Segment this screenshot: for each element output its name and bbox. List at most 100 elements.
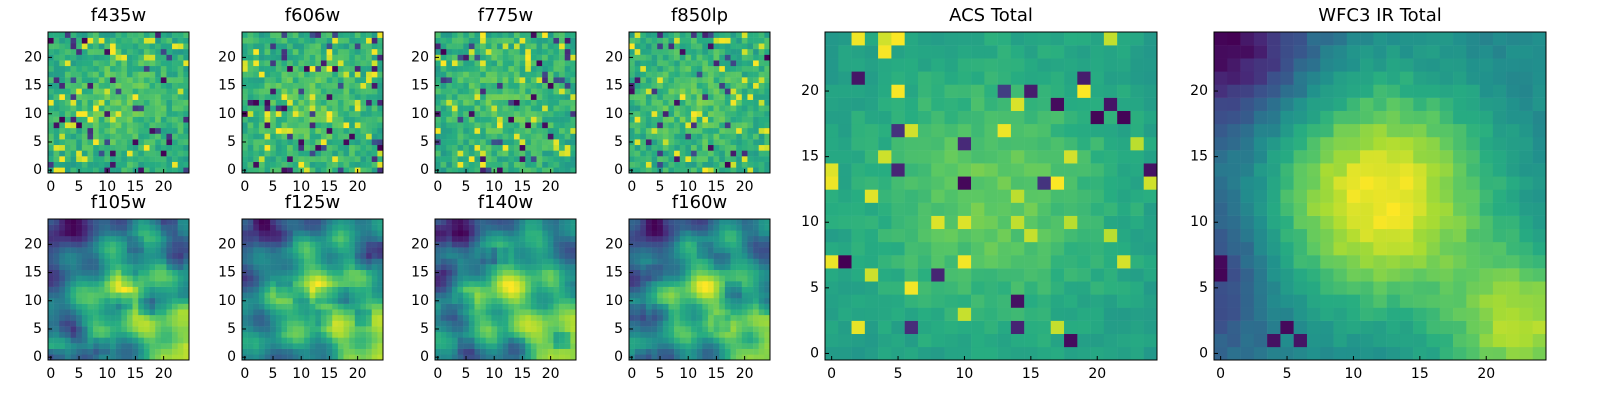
heatmap-cell — [702, 348, 709, 355]
heatmap-cell — [172, 331, 178, 338]
heatmap-cell — [629, 105, 635, 112]
heatmap-cell — [258, 309, 265, 316]
heatmap-cell — [121, 133, 128, 140]
heatmap-cell — [315, 331, 322, 338]
heatmap-cell — [564, 354, 571, 361]
heatmap-cell — [530, 281, 537, 287]
heatmap-cell — [559, 150, 565, 157]
heatmap-cell — [287, 110, 294, 117]
heatmap-cell — [497, 60, 503, 67]
heatmap-cell — [629, 275, 635, 282]
heatmap-cell — [564, 224, 571, 231]
heatmap-cell — [166, 224, 173, 231]
heatmap-cell — [281, 127, 288, 134]
heatmap-cell — [474, 94, 481, 100]
heatmap-cell — [502, 77, 509, 84]
heatmap-cell — [121, 331, 128, 338]
heatmap-cell — [497, 320, 503, 327]
heatmap-cell — [104, 116, 111, 123]
heatmap-cell — [640, 139, 647, 146]
heatmap-cell — [485, 150, 492, 157]
heatmap-cell — [530, 65, 537, 72]
heatmap-cell — [764, 99, 771, 106]
heatmap-cell — [691, 348, 697, 355]
heatmap-cell — [480, 326, 487, 333]
heatmap-cell — [491, 43, 498, 50]
heatmap-cell — [513, 37, 520, 44]
heatmap-cell — [326, 264, 333, 271]
heatmap-cell — [343, 343, 350, 349]
heatmap-cell — [570, 32, 577, 38]
heatmap-cell — [491, 309, 498, 316]
heatmap-cell — [497, 292, 503, 299]
heatmap-cell — [76, 54, 83, 61]
heatmap-cell — [547, 303, 554, 310]
heatmap-cell — [564, 269, 571, 276]
heatmap-cell — [149, 297, 156, 304]
heatmap-cell — [657, 309, 664, 316]
heatmap-cell — [81, 88, 88, 95]
heatmap-cell — [76, 343, 83, 349]
heatmap-cell — [104, 88, 111, 95]
heatmap-cell — [143, 144, 150, 151]
heatmap-cell — [640, 161, 647, 168]
heatmap-cell — [326, 224, 333, 231]
heatmap-cell — [497, 43, 503, 50]
heatmap-cell — [485, 88, 492, 95]
heatmap-cell — [764, 297, 771, 304]
heatmap-cell — [337, 48, 344, 55]
heatmap-cell — [98, 252, 105, 259]
heatmap-cell — [177, 133, 184, 140]
heatmap-cell — [371, 224, 378, 231]
heatmap-cell — [275, 110, 282, 117]
heatmap-cell — [275, 326, 282, 333]
heatmap-cell — [166, 354, 173, 361]
heatmap-cell — [713, 348, 720, 355]
heatmap-cell — [59, 326, 66, 333]
heatmap-cell — [343, 94, 350, 100]
heatmap-cell — [559, 94, 565, 100]
heatmap-cell — [242, 320, 248, 327]
heatmap-cell — [258, 348, 265, 355]
heatmap-cell — [76, 252, 83, 259]
heatmap-cell — [287, 331, 294, 338]
heatmap-cell — [298, 139, 305, 146]
heatmap-cell — [132, 77, 139, 84]
heatmap-cell — [530, 37, 537, 44]
heatmap-cell — [559, 235, 565, 242]
heatmap-cell — [64, 292, 71, 299]
heatmap-cell — [753, 161, 759, 168]
heatmap-cell — [559, 331, 565, 338]
heatmap-cell — [719, 65, 726, 72]
heatmap-cell — [730, 127, 737, 134]
heatmap-cell — [707, 139, 714, 146]
heatmap-cell — [491, 139, 498, 146]
heatmap-cell — [166, 167, 173, 174]
heatmap-cell — [542, 337, 549, 344]
heatmap-cell — [371, 337, 378, 344]
heatmap-cell — [651, 71, 658, 78]
heatmap-cell — [651, 82, 658, 89]
heatmap-cell — [104, 144, 111, 151]
heatmap-cell — [435, 264, 441, 271]
heatmap-cell — [298, 77, 305, 84]
heatmap-cell — [679, 110, 686, 117]
heatmap-cell — [366, 219, 372, 225]
heatmap-cell — [485, 348, 492, 355]
heatmap-cell — [480, 127, 487, 134]
heatmap-cell — [696, 309, 703, 316]
heatmap-cell — [253, 354, 260, 361]
heatmap-cell — [736, 331, 743, 338]
heatmap-cell — [446, 354, 453, 361]
heatmap-cell — [668, 65, 675, 72]
heatmap-cell — [172, 286, 178, 293]
heatmap-cell — [736, 286, 743, 293]
heatmap-cell — [657, 94, 664, 100]
heatmap-cell — [320, 337, 327, 344]
heatmap-cell — [110, 127, 116, 134]
heatmap-cell — [115, 292, 122, 299]
heatmap-cell — [491, 65, 498, 72]
heatmap-cell — [242, 275, 248, 282]
heatmap-cell — [457, 219, 464, 225]
heatmap-cell — [741, 326, 748, 333]
